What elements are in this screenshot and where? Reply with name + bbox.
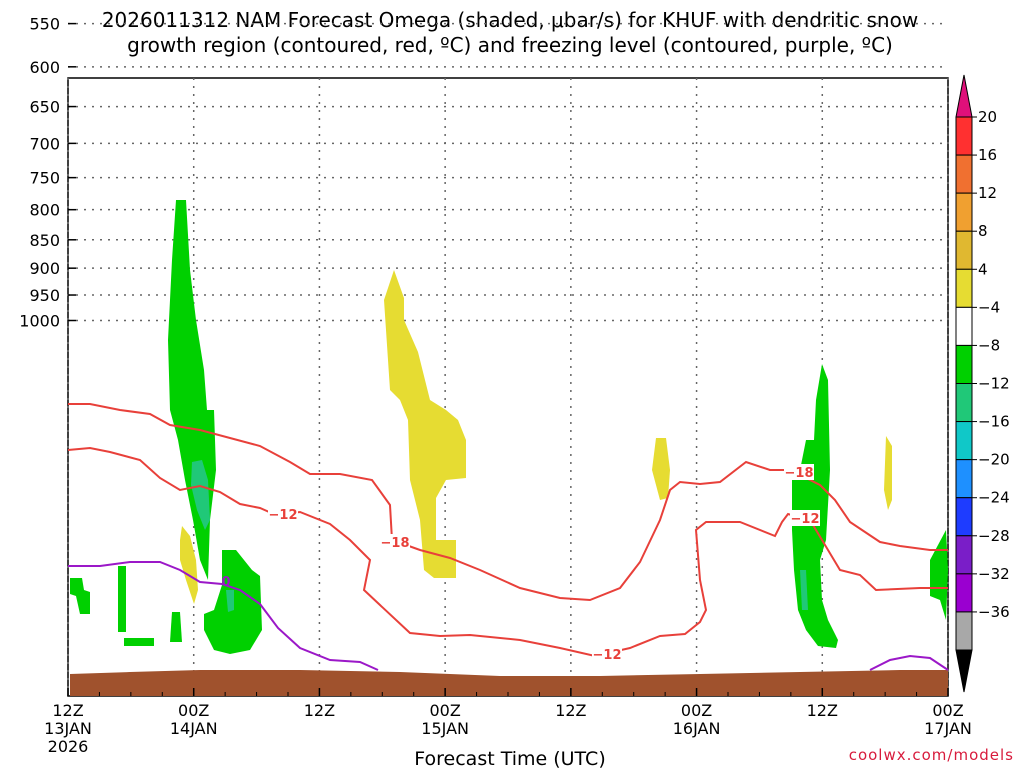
omega-region-green-5 bbox=[124, 638, 154, 646]
credit-text: coolwx.com/models bbox=[849, 746, 1014, 764]
colorbar-bin bbox=[955, 344, 973, 384]
freezing-level-contours bbox=[68, 561, 949, 671]
colorbar-label: 20 bbox=[978, 108, 997, 126]
x-tick-label: 00Z bbox=[429, 701, 460, 720]
omega-region-yellow-3 bbox=[652, 438, 670, 500]
contour-label-minus12-a: −12 bbox=[269, 508, 298, 523]
contour-label-freezing-0: 0 bbox=[221, 575, 230, 590]
colorbar-label: −20 bbox=[978, 451, 1010, 469]
omega-region-teal-1 bbox=[191, 460, 210, 530]
omega-region-yellow-1 bbox=[384, 270, 466, 578]
colorbar-label: −36 bbox=[978, 603, 1010, 621]
omega-region-teal-2 bbox=[226, 590, 234, 612]
colorbar: 20 16 12 8 4 −4 −8 −12 −16 −20 −24 −28 −32 −36 bbox=[955, 74, 1010, 693]
colorbar-label: 4 bbox=[978, 260, 988, 278]
contour-label-bg bbox=[790, 510, 820, 526]
colorbar-bin bbox=[955, 497, 973, 537]
y-tick-label: 550 bbox=[29, 15, 60, 34]
x-tick-label: 14JAN bbox=[170, 719, 218, 738]
y-tick-label: 650 bbox=[29, 98, 60, 117]
colorbar-bin bbox=[955, 154, 973, 194]
colorbar-label: −24 bbox=[978, 489, 1010, 507]
colorbar-top-arrow bbox=[955, 74, 973, 118]
x-axis-title: Forecast Time (UTC) bbox=[414, 748, 605, 768]
y-tick-label: 850 bbox=[29, 231, 60, 250]
colorbar-bin bbox=[955, 459, 973, 499]
colorbar-label: −4 bbox=[978, 298, 1000, 316]
x-tick-label: 16JAN bbox=[673, 719, 721, 738]
colorbar-label: −28 bbox=[978, 527, 1010, 545]
omega-region-green-8 bbox=[930, 530, 948, 620]
contour-label-bg bbox=[268, 506, 298, 522]
colorbar-label: 8 bbox=[978, 222, 988, 240]
colorbar-label: 16 bbox=[978, 146, 997, 164]
x-tick-label: 13JAN bbox=[44, 719, 92, 738]
omega-region-green-6 bbox=[170, 612, 182, 642]
contour-label-minus18-b: −18 bbox=[785, 466, 814, 481]
omega-shading bbox=[70, 200, 948, 654]
contour-label-minus12-b: −12 bbox=[593, 648, 622, 663]
colorbar-label: −8 bbox=[978, 336, 1000, 354]
contour-labels: −12 −18 −12 −18 −12 0 bbox=[221, 464, 820, 663]
contour-label-minus18-a: −18 bbox=[381, 536, 410, 551]
y-tick-label: 900 bbox=[29, 259, 60, 278]
colorbar-label: 12 bbox=[978, 184, 997, 202]
y-axis: 2503003504004505005506006507007508008509… bbox=[19, 15, 76, 331]
y-tick-label: 1000 bbox=[19, 312, 60, 331]
colorbar-bin bbox=[955, 421, 973, 461]
surface-terrain bbox=[70, 670, 948, 696]
x-tick-label: 00Z bbox=[681, 701, 712, 720]
omega-region-green-4 bbox=[70, 578, 90, 614]
freezing-line-main bbox=[68, 561, 379, 671]
contour-label-bg bbox=[592, 646, 622, 662]
colorbar-bin bbox=[955, 268, 973, 308]
x-tick-label: 12Z bbox=[555, 701, 586, 720]
x-tick-label: 17JAN bbox=[924, 719, 972, 738]
colorbar-bottom-arrow bbox=[955, 649, 973, 693]
colorbar-bin bbox=[955, 573, 973, 613]
colorbar-bin bbox=[955, 535, 973, 575]
colorbar-label: −12 bbox=[978, 375, 1010, 393]
x-tick-label: 12Z bbox=[52, 701, 83, 720]
colorbar-bin bbox=[955, 230, 973, 270]
y-tick-label: 750 bbox=[29, 169, 60, 188]
contour-label-bg bbox=[380, 534, 410, 550]
colorbar-bin bbox=[955, 116, 973, 156]
colorbar-bin bbox=[955, 383, 973, 423]
contour-minus18-line bbox=[68, 403, 948, 602]
y-tick-label: 600 bbox=[29, 58, 60, 77]
omega-region-teal-3 bbox=[800, 570, 808, 610]
x-tick-label: 00Z bbox=[932, 701, 963, 720]
x-tick-label: 12Z bbox=[807, 701, 838, 720]
colorbar-bin bbox=[955, 306, 973, 346]
contour-label-minus12-c: −12 bbox=[791, 512, 820, 527]
contour-label-bg bbox=[784, 464, 814, 480]
x-tick-label: 2026 bbox=[48, 737, 89, 756]
omega-region-yellow-2 bbox=[180, 526, 198, 604]
chart-title-line1: 2026011312 NAM Forecast Omega (shaded, μ… bbox=[102, 8, 918, 32]
omega-region-yellow-4 bbox=[884, 436, 892, 510]
chart-title-line2: growth region (contoured, red, ºC) and f… bbox=[127, 33, 893, 57]
x-tick-label: 15JAN bbox=[421, 719, 469, 738]
colorbar-bin bbox=[955, 611, 973, 651]
x-tick-label: 12Z bbox=[304, 701, 335, 720]
colorbar-bin bbox=[955, 192, 973, 232]
colorbar-label: −32 bbox=[978, 565, 1010, 583]
x-tick-label: 00Z bbox=[178, 701, 209, 720]
colorbar-label: −16 bbox=[978, 413, 1010, 431]
omega-region-green-3 bbox=[118, 566, 126, 632]
freezing-line-right bbox=[869, 654, 949, 671]
y-tick-label: 800 bbox=[29, 201, 60, 220]
grid-lines bbox=[67, 22, 949, 696]
y-tick-label: 950 bbox=[29, 286, 60, 305]
y-tick-label: 700 bbox=[29, 134, 60, 153]
